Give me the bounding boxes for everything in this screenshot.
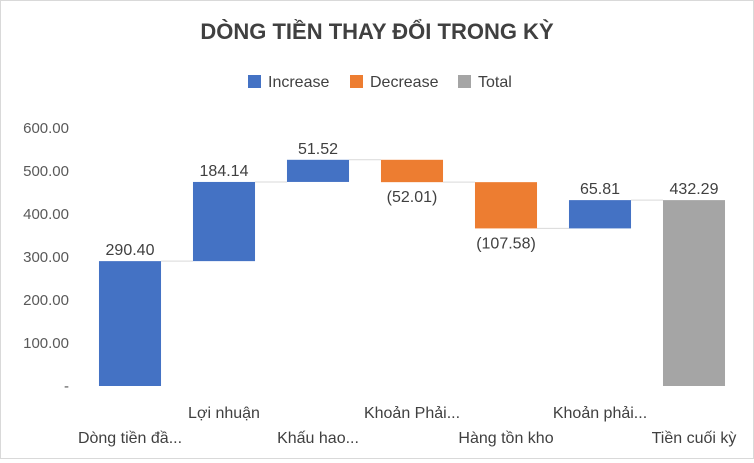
bar-increase [192, 181, 256, 262]
x-tick-label: Lợi nhuận [188, 405, 260, 422]
data-label: (52.01) [387, 189, 438, 206]
bars [98, 159, 726, 386]
y-tick-label: 500.00 [23, 163, 69, 180]
x-tick-label: Khoản phải... [553, 405, 647, 422]
chart-title: DÒNG TIỀN THAY ĐỔI TRONG KỲ [200, 19, 554, 44]
x-tick-label: Khấu hao... [277, 430, 359, 447]
bar-increase [98, 261, 162, 386]
connectors [161, 159, 663, 262]
data-labels: 290.40 184.14 51.52 (52.01) (107.58) 65.81 432… [106, 141, 719, 259]
legend-swatch-total [458, 75, 471, 88]
bar-decrease [474, 182, 538, 229]
y-tick-label: - [64, 378, 69, 395]
data-label: (107.58) [476, 235, 536, 252]
legend-label-increase: Increase [268, 74, 329, 91]
data-label: 51.52 [298, 141, 338, 158]
bar-increase [286, 159, 350, 182]
x-tick-label: Hàng tồn kho [458, 430, 553, 447]
x-axis: Dòng tiền đầ... Lợi nhuận Khấu hao... Khoản… [78, 405, 736, 447]
bar-decrease [380, 159, 444, 183]
bar-total [662, 200, 726, 386]
y-axis: - 100.00 200.00 300.00 400.00 500.00 600.00 [23, 120, 69, 395]
x-tick-label: Khoản Phải... [364, 405, 460, 422]
legend: Increase Decrease Total [248, 74, 512, 91]
data-label: 184.14 [200, 163, 249, 180]
y-tick-label: 200.00 [23, 292, 69, 309]
data-label: 290.40 [106, 242, 155, 259]
legend-label-total: Total [478, 74, 512, 91]
legend-label-decrease: Decrease [370, 74, 439, 91]
x-tick-label: Tiền cuối kỳ [652, 430, 737, 447]
legend-swatch-increase [248, 75, 261, 88]
legend-swatch-decrease [350, 75, 363, 88]
data-label: 65.81 [580, 181, 620, 198]
x-tick-label: Dòng tiền đầ... [78, 430, 182, 447]
bar-increase [568, 200, 632, 229]
y-tick-label: 600.00 [23, 120, 69, 137]
y-tick-label: 400.00 [23, 206, 69, 223]
y-tick-label: 100.00 [23, 335, 69, 352]
y-tick-label: 300.00 [23, 249, 69, 266]
data-label: 432.29 [670, 181, 719, 198]
